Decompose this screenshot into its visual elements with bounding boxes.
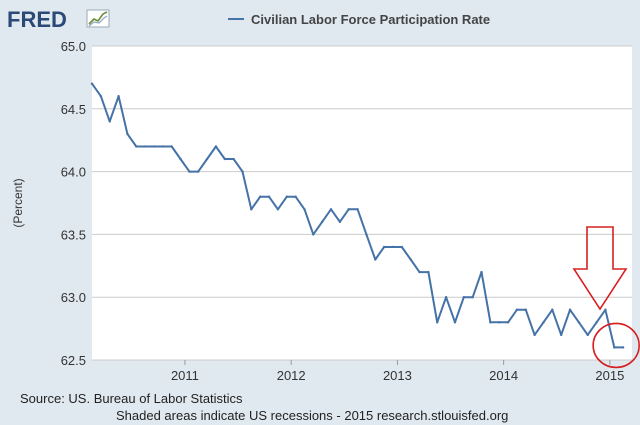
data-point [577, 321, 581, 324]
data-point [99, 95, 103, 98]
data-point [613, 346, 616, 349]
series-points [90, 82, 625, 349]
data-point [515, 308, 519, 311]
fred-logo-text: FRED [7, 7, 67, 32]
data-point [471, 296, 474, 299]
data-point [400, 245, 404, 249]
fred-logo[interactable]: FRED [7, 7, 110, 32]
y-tick-label: 63.0 [61, 290, 86, 305]
data-point [250, 208, 253, 211]
x-tick-label: 2013 [383, 368, 412, 383]
data-point [205, 157, 209, 161]
data-point [232, 157, 235, 161]
data-point [108, 120, 111, 123]
data-point [621, 346, 625, 349]
data-point [586, 333, 589, 337]
footer-text: Shaded areas indicate US recessions - 20… [116, 408, 508, 423]
data-point [294, 195, 297, 198]
data-point [462, 296, 466, 299]
data-point [444, 296, 448, 299]
data-point [506, 321, 510, 324]
data-point [338, 220, 342, 224]
fred-logo-chart-icon [86, 9, 110, 28]
data-point [188, 170, 191, 173]
data-point [285, 195, 288, 198]
gridlines [92, 45, 632, 361]
annotation-down-arrow [572, 226, 628, 311]
data-point [498, 321, 501, 324]
data-point [312, 233, 315, 236]
data-point [143, 145, 147, 148]
annotation-circle [592, 322, 640, 369]
data-point [551, 308, 554, 311]
data-point [595, 321, 598, 324]
y-tick-label: 62.5 [61, 353, 86, 368]
data-point [568, 308, 572, 311]
y-tick-label: 64.0 [61, 165, 86, 180]
data-point [542, 321, 545, 324]
data-point [135, 145, 138, 148]
data-point [533, 333, 536, 337]
data-point [559, 333, 563, 337]
data-point [374, 258, 377, 261]
data-point [214, 145, 218, 148]
data-point [267, 195, 271, 198]
data-point [453, 321, 457, 324]
data-point [356, 208, 359, 211]
data-point [320, 220, 324, 224]
chart-legend: Civilian Labor Force Participation Rate [228, 12, 490, 27]
data-point [365, 233, 368, 236]
data-point [347, 208, 350, 211]
y-axis-label: (Percent) [11, 178, 25, 227]
x-tick-label: 2011 [171, 368, 199, 383]
data-point [241, 170, 244, 173]
data-point [90, 82, 94, 85]
data-point [524, 308, 527, 311]
x-axis-ticks: 2011 2012 2013 2014 2015 [171, 360, 624, 383]
data-point [197, 170, 200, 173]
data-point [223, 157, 226, 161]
data-point [382, 245, 386, 249]
data-point [303, 208, 306, 211]
data-point [179, 157, 182, 161]
data-point [436, 321, 439, 324]
data-point [480, 270, 483, 274]
source-text: Source: US. Bureau of Labor Statistics [20, 391, 243, 406]
legend-label: Civilian Labor Force Participation Rate [251, 12, 490, 27]
y-tick-label: 63.5 [61, 227, 86, 242]
data-point [258, 195, 262, 198]
y-tick-label: 65.0 [61, 39, 86, 54]
y-axis-ticks: 62.5 63.0 63.5 64.0 64.5 65.0 [61, 39, 86, 368]
data-point [276, 208, 280, 211]
x-tick-label: 2014 [489, 368, 518, 383]
data-point [427, 270, 430, 274]
data-point [329, 208, 333, 211]
data-point [152, 145, 156, 148]
plot-area [92, 46, 632, 360]
data-point [161, 145, 165, 148]
data-point [418, 270, 421, 274]
data-point [489, 321, 492, 324]
data-point [409, 258, 412, 261]
x-tick-label: 2015 [595, 368, 624, 383]
x-tick-label: 2012 [277, 368, 306, 383]
data-point [170, 145, 173, 148]
y-tick-label: 64.5 [61, 102, 86, 117]
data-point [391, 245, 395, 249]
data-point [126, 132, 129, 136]
data-point [117, 95, 120, 98]
data-point [604, 308, 607, 311]
